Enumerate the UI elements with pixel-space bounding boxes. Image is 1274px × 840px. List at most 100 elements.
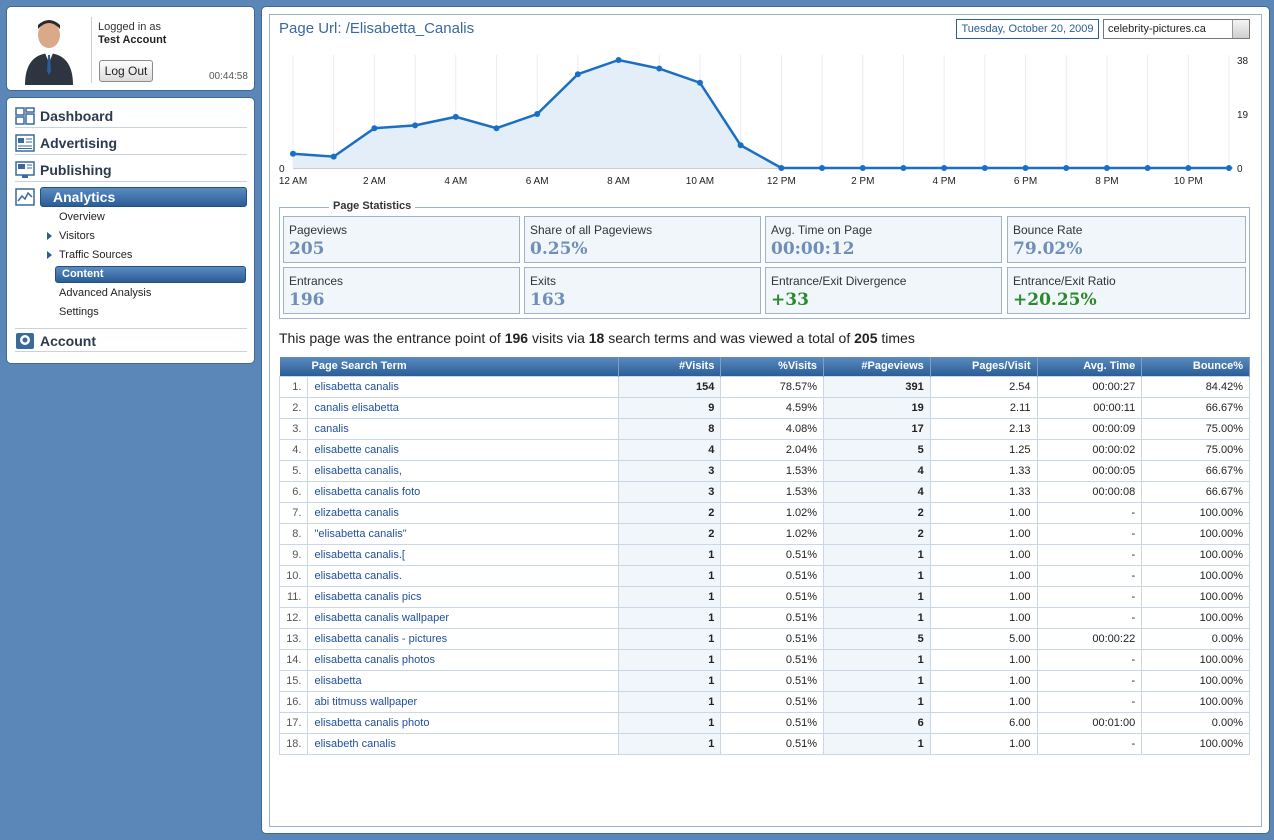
column-header-visits[interactable]: #Visits xyxy=(618,357,722,376)
stat-label: Entrance/Exit Divergence xyxy=(771,274,907,288)
visits-cell: 8 xyxy=(617,417,722,440)
dropdown-arrow-icon[interactable] xyxy=(1232,20,1249,38)
pct-visits-cell: 1.53% xyxy=(720,459,825,482)
search-term-link[interactable]: elisabeth canalis xyxy=(307,732,619,755)
row-number: 8. xyxy=(278,522,309,545)
pct-visits-cell: 4.08% xyxy=(720,417,825,440)
visits-cell: 1 xyxy=(617,606,722,629)
column-header-pages-visit[interactable]: Pages/Visit xyxy=(930,357,1038,376)
chart-x-tick-label: 12 PM xyxy=(767,176,796,187)
expand-arrow-icon[interactable] xyxy=(47,251,52,259)
search-term-link[interactable]: elisabette canalis xyxy=(307,438,619,461)
pageviews-cell: 5 xyxy=(823,627,931,650)
row-number: 2. xyxy=(278,396,309,419)
column-header-bounce[interactable]: Bounce% xyxy=(1141,357,1250,376)
search-term-link[interactable]: elisabetta xyxy=(307,669,619,692)
column-header-pct-visits[interactable]: %Visits xyxy=(720,357,825,376)
column-header-term[interactable]: Page Search Term xyxy=(279,357,619,376)
chart-x-tick-label: 2 PM xyxy=(851,176,874,187)
row-number: 17. xyxy=(278,711,309,734)
visits-cell: 1 xyxy=(617,585,722,608)
pct-visits-cell: 1.02% xyxy=(720,522,825,545)
pageviews-cell: 391 xyxy=(823,375,931,398)
table-row: 2. canalis elisabetta 9 4.59% 19 2.11 00:00:11… xyxy=(278,396,1250,419)
search-term-link[interactable]: elisabetta canalis foto xyxy=(307,480,619,503)
chart-x-tick-label: 12 AM xyxy=(279,176,307,187)
search-term-link[interactable]: elisabetta canalis.[ xyxy=(307,543,619,566)
search-term-link[interactable]: elisabetta canalis wallpaper xyxy=(307,606,619,629)
chart-point xyxy=(1063,165,1070,171)
nav-item-analytics[interactable]: Analytics xyxy=(15,185,247,209)
avg-time-cell: - xyxy=(1036,501,1143,524)
search-term-link[interactable]: canalis elisabetta xyxy=(307,396,619,419)
nav-item-advertising[interactable]: Advertising xyxy=(15,131,247,155)
pageviews-cell: 1 xyxy=(823,606,931,629)
subnav-overview[interactable]: Overview xyxy=(59,211,105,223)
subnav-content[interactable]: Content xyxy=(62,268,104,280)
subnav-traffic-sources[interactable]: Traffic Sources xyxy=(59,249,133,261)
stat-value: +33 xyxy=(771,290,809,310)
column-header-pageviews[interactable]: #Pageviews xyxy=(823,357,931,376)
search-term-link[interactable]: elisabetta canalis xyxy=(307,375,619,398)
table-row: 4. elisabette canalis 4 2.04% 5 1.25 00:00:02 7… xyxy=(278,438,1250,461)
subnav-visitors[interactable]: Visitors xyxy=(59,230,95,242)
avg-time-cell: 00:00:09 xyxy=(1036,417,1143,440)
nav-item-account[interactable]: Account xyxy=(15,328,247,352)
search-term-link[interactable]: canalis xyxy=(307,417,619,440)
avg-time-cell: 00:00:02 xyxy=(1036,438,1143,461)
avg-time-cell: - xyxy=(1036,732,1143,755)
visits-cell: 9 xyxy=(617,396,722,419)
search-term-link[interactable]: elisabetta canalis. xyxy=(307,564,619,587)
summary-views: 205 xyxy=(854,330,878,346)
bounce-cell: 75.00% xyxy=(1141,438,1250,461)
search-term-link[interactable]: elisabetta canalis photos xyxy=(307,648,619,671)
search-term-link[interactable]: elizabetta canalis xyxy=(307,501,619,524)
search-term-link[interactable]: abi titmuss wallpaper xyxy=(307,690,619,713)
pageviews-cell: 1 xyxy=(823,543,931,566)
nav-item-dashboard[interactable]: Dashboard xyxy=(15,104,247,128)
chart-y-tick-label: 19 xyxy=(1237,110,1249,121)
table-row: 9. elisabetta canalis.[1 0.51% 1 1.00-100.00… xyxy=(278,543,1250,566)
page-title: Page Url: /Elisabetta_Canalis xyxy=(279,20,475,37)
search-term-link[interactable]: elisabetta canalis, xyxy=(307,459,619,482)
pages-visit-cell: 1.00 xyxy=(929,690,1038,713)
search-term-link[interactable]: "elisabetta canalis" xyxy=(307,522,619,545)
search-term-link[interactable]: elisabetta canalis - pictures xyxy=(307,627,619,650)
stat-entrance-exit-ratio: Entrance/Exit Ratio +20.25% xyxy=(1007,267,1246,314)
chart-point xyxy=(819,165,826,171)
logout-button[interactable]: Log Out xyxy=(99,60,153,82)
nav-item-publishing[interactable]: Publishing xyxy=(15,158,247,182)
account-icon xyxy=(16,333,34,349)
bounce-cell: 75.00% xyxy=(1141,417,1250,440)
visits-cell: 1 xyxy=(617,732,722,755)
expand-arrow-icon[interactable] xyxy=(47,232,52,240)
table-row: 15. elisabetta 1 0.51% 1 1.00-100.00% xyxy=(278,669,1250,692)
summary-text: This page was the entrance point of 196 … xyxy=(279,330,915,346)
stat-value: 163 xyxy=(530,290,566,310)
subnav-advanced-analysis[interactable]: Advanced Analysis xyxy=(59,287,152,299)
stat-label: Share of all Pageviews xyxy=(530,223,653,237)
date-picker[interactable]: Tuesday, October 20, 2009 xyxy=(956,19,1099,39)
visits-cell: 1 xyxy=(617,543,722,566)
nav-label: Dashboard xyxy=(40,108,114,124)
site-select[interactable]: celebrity-pictures.ca xyxy=(1103,19,1250,39)
stat-label: Entrance/Exit Ratio xyxy=(1013,274,1116,288)
pageviews-cell: 1 xyxy=(823,564,931,587)
pageviews-cell: 4 xyxy=(823,459,931,482)
visits-cell: 3 xyxy=(617,480,722,503)
avg-time-cell: - xyxy=(1036,606,1143,629)
chart-x-tick-label: 2 AM xyxy=(363,176,386,187)
nav-label: Account xyxy=(40,333,96,349)
search-term-link[interactable]: elisabetta canalis photo xyxy=(307,711,619,734)
pages-visit-cell: 2.11 xyxy=(929,396,1038,419)
bounce-cell: 100.00% xyxy=(1141,522,1250,545)
subnav-settings[interactable]: Settings xyxy=(59,306,99,318)
column-header-avg-time[interactable]: Avg. Time xyxy=(1037,357,1143,376)
chart-point xyxy=(981,165,988,171)
chart-point xyxy=(941,165,948,171)
table-row: 16. abi titmuss wallpaper 1 0.51% 1 1.00-100.… xyxy=(278,690,1250,713)
table-row: 14. elisabetta canalis photos 1 0.51% 1 1.00-… xyxy=(278,648,1250,671)
row-number: 18. xyxy=(278,732,309,755)
search-term-link[interactable]: elisabetta canalis pics xyxy=(307,585,619,608)
pages-visit-cell: 1.00 xyxy=(929,543,1038,566)
